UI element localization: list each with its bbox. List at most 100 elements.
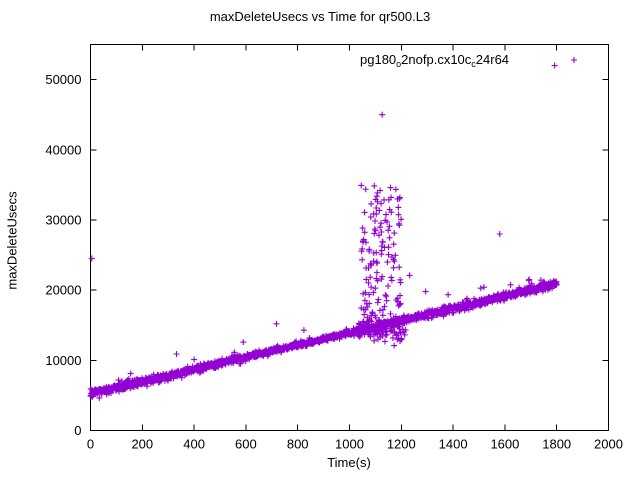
data-point — [388, 274, 395, 281]
data-point — [375, 319, 382, 326]
data-point — [366, 246, 373, 253]
data-point — [553, 281, 560, 288]
data-point — [480, 284, 487, 291]
data-point — [379, 273, 386, 280]
data-point — [371, 312, 378, 319]
y-tick-label: 0 — [74, 423, 81, 438]
data-point — [231, 349, 238, 356]
data-point — [368, 284, 375, 291]
data-point — [401, 331, 408, 338]
legend-entry-label: pg180o2nofp.cx10cc24r64 — [360, 52, 509, 69]
data-point — [381, 338, 388, 345]
data-point — [363, 301, 370, 307]
data-point — [377, 334, 384, 341]
data-point — [392, 186, 399, 193]
data-point — [381, 303, 388, 310]
data-point — [378, 251, 385, 258]
data-point — [394, 195, 401, 202]
data-point — [372, 285, 379, 292]
y-axis-tick-labels: 0 10000 20000 30000 40000 50000 — [45, 72, 81, 438]
legend-text-part: 2nofp.cx10c — [401, 52, 472, 67]
data-point — [115, 377, 122, 384]
chart-title: maxDeleteUsecs vs Time for qr500.L3 — [209, 9, 431, 24]
data-point — [393, 318, 400, 325]
data-point — [371, 230, 378, 237]
data-point — [422, 288, 429, 295]
data-point — [358, 182, 365, 189]
data-point — [395, 204, 402, 211]
data-point — [361, 229, 368, 236]
data-point — [384, 259, 391, 266]
data-point — [370, 258, 377, 265]
y-tick-label: 10000 — [45, 353, 81, 368]
data-point — [379, 111, 386, 118]
data-point — [373, 259, 380, 266]
x-tick-label: 0 — [87, 437, 94, 452]
data-point — [356, 323, 363, 330]
data-point — [385, 196, 392, 203]
data-point — [400, 329, 407, 335]
data-point — [385, 283, 392, 290]
data-point — [386, 206, 393, 213]
data-point — [387, 310, 394, 317]
y-tick-label: 30000 — [45, 212, 81, 227]
data-point — [386, 223, 393, 230]
data-point — [406, 272, 413, 279]
data-point — [396, 326, 403, 333]
data-point — [88, 255, 95, 262]
data-point — [382, 321, 389, 328]
data-point — [365, 279, 372, 286]
data-point — [370, 322, 377, 329]
data-point — [360, 319, 367, 326]
data-point — [385, 227, 392, 234]
legend-marker-icon — [571, 57, 577, 63]
data-point — [396, 264, 403, 271]
data-point — [396, 301, 403, 308]
axis-tick-marks — [90, 44, 609, 431]
data-point — [373, 211, 380, 218]
data-point — [376, 207, 383, 214]
data-point — [387, 318, 394, 325]
data-point — [125, 375, 132, 382]
x-axis-title: Time(s) — [327, 455, 371, 470]
data-point — [367, 214, 374, 221]
data-point — [237, 360, 244, 367]
data-point — [367, 274, 374, 281]
data-point — [374, 189, 381, 196]
data-point — [300, 327, 307, 334]
data-point — [391, 329, 398, 336]
data-point — [359, 256, 366, 263]
data-point — [496, 230, 503, 237]
data-point — [96, 394, 103, 401]
data-point — [127, 370, 134, 377]
data-point — [366, 291, 373, 298]
x-tick-label: 600 — [235, 437, 257, 452]
data-point — [375, 232, 382, 239]
data-point — [399, 319, 406, 326]
data-point — [378, 229, 385, 235]
legend-subscript: o — [396, 59, 401, 69]
data-point — [379, 306, 386, 313]
data-point — [374, 198, 381, 205]
data-point — [375, 296, 382, 303]
data-point — [384, 218, 391, 225]
data-point — [379, 239, 386, 246]
data-point — [507, 281, 514, 288]
data-point — [374, 299, 381, 306]
y-tick-label: 20000 — [45, 283, 81, 298]
x-tick-label: 1000 — [335, 437, 364, 452]
data-point — [377, 307, 384, 314]
data-point — [359, 225, 366, 232]
data-point — [393, 297, 400, 303]
data-point — [395, 323, 402, 330]
data-point — [360, 238, 367, 245]
data-point — [273, 320, 280, 327]
data-point — [157, 378, 164, 385]
data-point — [372, 227, 379, 234]
data-point — [362, 186, 369, 193]
data-point — [386, 234, 393, 241]
y-tick-label: 40000 — [45, 142, 81, 157]
legend-text-part: 24r64 — [476, 52, 509, 67]
